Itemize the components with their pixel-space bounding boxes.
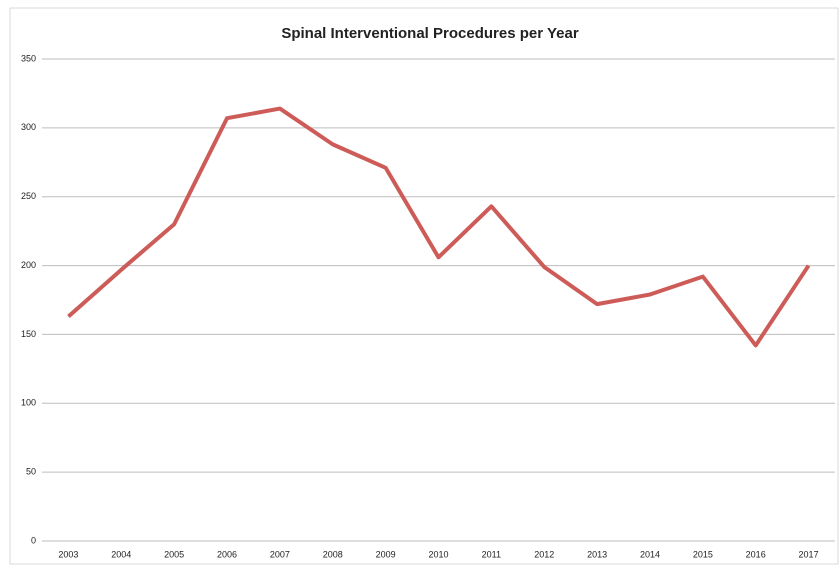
- y-tick-label: 150: [21, 329, 36, 339]
- y-tick-label: 250: [21, 191, 36, 201]
- y-tick-label: 200: [21, 260, 36, 270]
- x-tick-label: 2012: [534, 549, 554, 559]
- x-tick-label: 2014: [640, 549, 660, 559]
- chart-title: Spinal Interventional Procedures per Yea…: [281, 25, 578, 42]
- x-tick-label: 2017: [799, 549, 819, 559]
- x-tick-label: 2011: [482, 549, 501, 559]
- y-tick-label: 300: [21, 122, 36, 132]
- x-tick-label: 2013: [587, 549, 607, 559]
- chart-frame: [9, 7, 839, 565]
- y-tick-label: 350: [21, 53, 36, 63]
- x-tick-label: 2016: [746, 549, 766, 559]
- x-tick-label: 2004: [111, 549, 131, 559]
- x-tick-label: 2007: [270, 549, 290, 559]
- y-tick-label: 0: [31, 535, 36, 545]
- x-tick-label: 2008: [323, 549, 343, 559]
- x-tick-label: 2009: [376, 549, 396, 559]
- y-tick-label: 100: [21, 398, 36, 408]
- x-tick-label: 2005: [164, 549, 184, 559]
- y-tick-label: 50: [26, 467, 36, 477]
- line: [67, 106, 811, 348]
- x-tick-label: 2003: [58, 549, 78, 559]
- x-tick-label: 2006: [217, 549, 237, 559]
- x-tick-label: 2010: [428, 549, 448, 559]
- x-tick-label: 2015: [693, 549, 713, 559]
